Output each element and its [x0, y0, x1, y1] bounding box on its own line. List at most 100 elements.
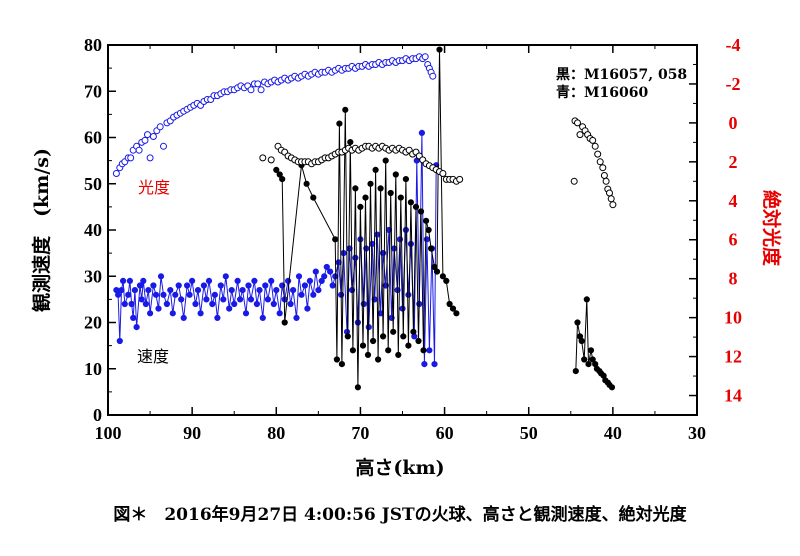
velocity-point	[446, 300, 453, 308]
legend-blue: 青：M16060	[556, 84, 648, 101]
brightness-point	[156, 123, 164, 131]
brightness-point	[267, 156, 275, 164]
velocity-point	[293, 314, 300, 321]
velocity-point	[128, 300, 135, 308]
velocity-point	[402, 176, 409, 183]
brightness-point	[600, 172, 608, 179]
velocity-point	[367, 180, 374, 187]
velocity-point	[303, 180, 310, 187]
velocity-point	[352, 254, 359, 261]
velocity-point	[342, 106, 349, 113]
series-layer	[112, 46, 617, 391]
annotation-velocity: 速度	[137, 347, 169, 366]
velocity-point	[121, 300, 128, 308]
y-axis-right-title: 絶対光度	[760, 190, 783, 267]
velocity-point	[423, 217, 430, 224]
velocity-point	[415, 337, 422, 345]
velocity-point	[344, 333, 351, 340]
velocity-point	[262, 282, 269, 289]
velocity-point	[152, 291, 160, 298]
brightness-point	[112, 170, 120, 177]
velocity-point	[178, 296, 185, 303]
brightness-point	[599, 164, 607, 172]
velocity-point	[194, 287, 202, 294]
velocity-point	[423, 236, 430, 243]
velocity-point	[329, 282, 336, 289]
velocity-point	[333, 356, 340, 363]
velocity-point	[449, 305, 457, 312]
velocity-point	[200, 282, 207, 289]
y-left-tick-label: 50	[84, 174, 102, 194]
velocity-point	[281, 319, 288, 326]
velocity-point	[405, 291, 412, 298]
velocity-point	[412, 203, 420, 210]
velocity-point	[349, 347, 356, 354]
velocity-point	[608, 384, 616, 391]
brightness-point	[421, 53, 429, 61]
velocity-point	[163, 300, 170, 308]
brightness-point	[247, 86, 255, 94]
series-line	[275, 49, 457, 388]
y-right-tick-label: 8	[729, 269, 738, 289]
brightness-point	[570, 177, 578, 185]
velocity-point	[372, 166, 379, 173]
y-right-tick-label: 0	[729, 113, 738, 133]
brightness-point	[146, 154, 154, 162]
brightness-point	[259, 154, 267, 162]
velocity-point	[160, 291, 167, 298]
velocity-point	[433, 268, 441, 275]
y-left-tick-label: 80	[84, 35, 102, 55]
velocity-point	[443, 277, 450, 284]
velocity-point	[306, 277, 313, 284]
velocity-point	[203, 296, 210, 303]
velocity-point	[574, 319, 581, 326]
velocity-point	[439, 273, 446, 280]
velocity-point	[431, 361, 438, 368]
velocity-point	[169, 310, 176, 317]
velocity-point	[264, 296, 271, 303]
velocity-point	[273, 166, 280, 173]
velocity-point	[133, 324, 140, 331]
annotation-brightness: 光度	[138, 178, 170, 197]
velocity-point	[118, 287, 125, 294]
velocity-point	[205, 277, 213, 284]
brightness-point	[576, 131, 584, 139]
y-right-tick-label: -2	[726, 74, 741, 94]
brightness-point	[149, 133, 157, 140]
velocity-point	[295, 273, 303, 280]
velocity-point	[357, 203, 364, 210]
brightness-point	[439, 170, 447, 177]
velocity-point	[287, 300, 294, 308]
velocity-point	[167, 287, 174, 294]
velocity-point	[172, 291, 179, 298]
y-left-tick-label: 0	[93, 405, 102, 425]
y-left-tick-label: 30	[84, 266, 102, 286]
brightness-point	[607, 195, 615, 203]
velocity-point	[301, 282, 308, 289]
velocity-point	[192, 300, 199, 308]
velocity-point	[290, 287, 297, 294]
velocity-point	[310, 194, 317, 201]
velocity-point	[354, 319, 361, 326]
velocity-point	[397, 194, 404, 201]
velocity-point	[380, 333, 387, 340]
velocity-point	[180, 314, 187, 321]
velocity-point	[327, 268, 334, 275]
velocity-point	[226, 305, 233, 312]
velocity-point	[217, 282, 224, 289]
velocity-point	[417, 208, 425, 215]
legend-black: 黒：M16057, 058	[556, 67, 687, 83]
velocity-point	[155, 305, 162, 312]
velocity-point	[189, 277, 196, 284]
velocity-point	[242, 310, 250, 317]
velocity-point	[407, 240, 414, 247]
brightness-point	[144, 131, 151, 139]
velocity-point	[136, 282, 144, 289]
y-right-tick-label: 2	[729, 152, 738, 172]
y-left-tick-label: 20	[84, 313, 102, 333]
velocity-point	[220, 296, 227, 303]
velocity-point	[120, 277, 127, 284]
velocity-point	[228, 287, 235, 294]
velocity-point	[578, 337, 585, 345]
velocity-point	[231, 300, 238, 308]
